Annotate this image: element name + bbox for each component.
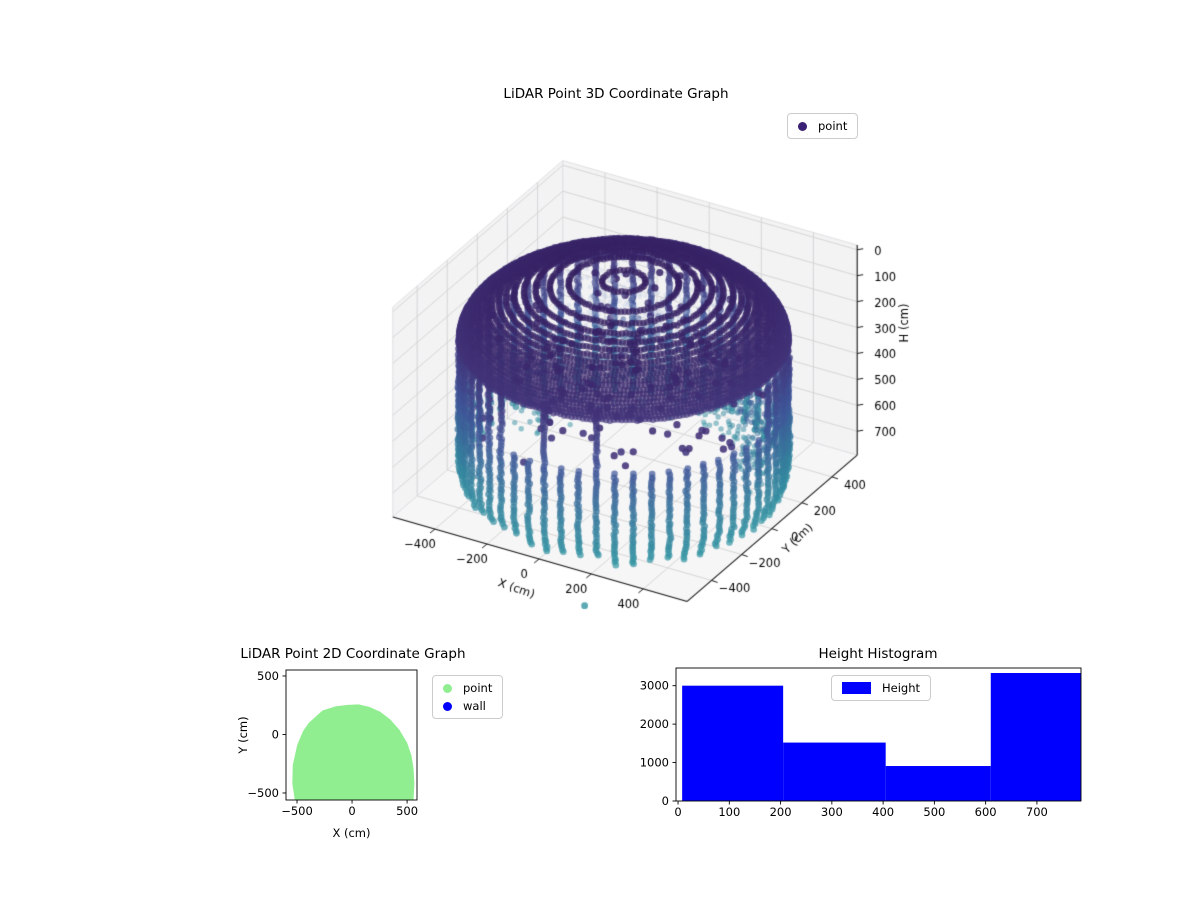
tick-label: 500: [923, 805, 945, 819]
tick-label: 0: [662, 794, 669, 808]
point-marker-icon: [443, 683, 452, 693]
tick-label: 700: [1026, 805, 1048, 819]
3d-scatter-canvas: [320, 140, 940, 640]
tick-label: 600: [975, 805, 997, 819]
tick-label: 1000: [640, 756, 669, 770]
tick-label: 200: [770, 805, 792, 819]
hist-bar: [990, 672, 1081, 801]
hist-legend: Height: [831, 675, 932, 701]
hist-bar: [783, 742, 886, 801]
3d-legend-label: point: [818, 119, 848, 133]
hist-legend-item-height: Height: [842, 681, 920, 695]
2d-plot-frame: [285, 669, 418, 801]
2d-plot-title: LiDAR Point 2D Coordinate Graph: [240, 646, 466, 662]
2d-legend-label-wall: wall: [463, 699, 486, 713]
tick-label: 400: [872, 805, 894, 819]
wall-marker-icon: [443, 701, 452, 711]
hist-title: Height Histogram: [818, 646, 938, 662]
hist-legend-label: Height: [882, 681, 921, 695]
tick-label: 500: [396, 804, 418, 818]
tick-label: 300: [821, 805, 843, 819]
tick-label: 0: [272, 727, 279, 741]
2d-legend-item-wall: wall: [443, 699, 492, 713]
y-axis-label: Y (cm): [236, 716, 250, 754]
3d-plot-title: LiDAR Point 3D Coordinate Graph: [503, 86, 729, 102]
tick-label: −500: [281, 804, 313, 818]
x-axis-label: X (cm): [332, 826, 370, 840]
2d-legend-label-point: point: [463, 681, 493, 695]
tick-label: 500: [257, 669, 279, 683]
3d-legend-item-point: point: [798, 119, 847, 133]
tick-label: 0: [348, 804, 355, 818]
2d-legend-item-point: point: [443, 681, 492, 695]
tick-label: 3000: [640, 679, 669, 693]
point-marker-icon: [798, 121, 807, 131]
2d-legend: point wall: [432, 675, 504, 719]
point-blob: [292, 704, 415, 800]
tick-label: 2000: [640, 717, 669, 731]
3d-legend: point: [787, 113, 859, 139]
tick-label: −500: [247, 786, 279, 800]
hist-frame: [675, 667, 1082, 802]
tick-label: 0: [674, 805, 681, 819]
hist-bar: [885, 766, 991, 801]
tick-label: 100: [718, 805, 740, 819]
hist-bar: [682, 685, 784, 801]
height-bar-swatch-icon: [842, 682, 871, 694]
